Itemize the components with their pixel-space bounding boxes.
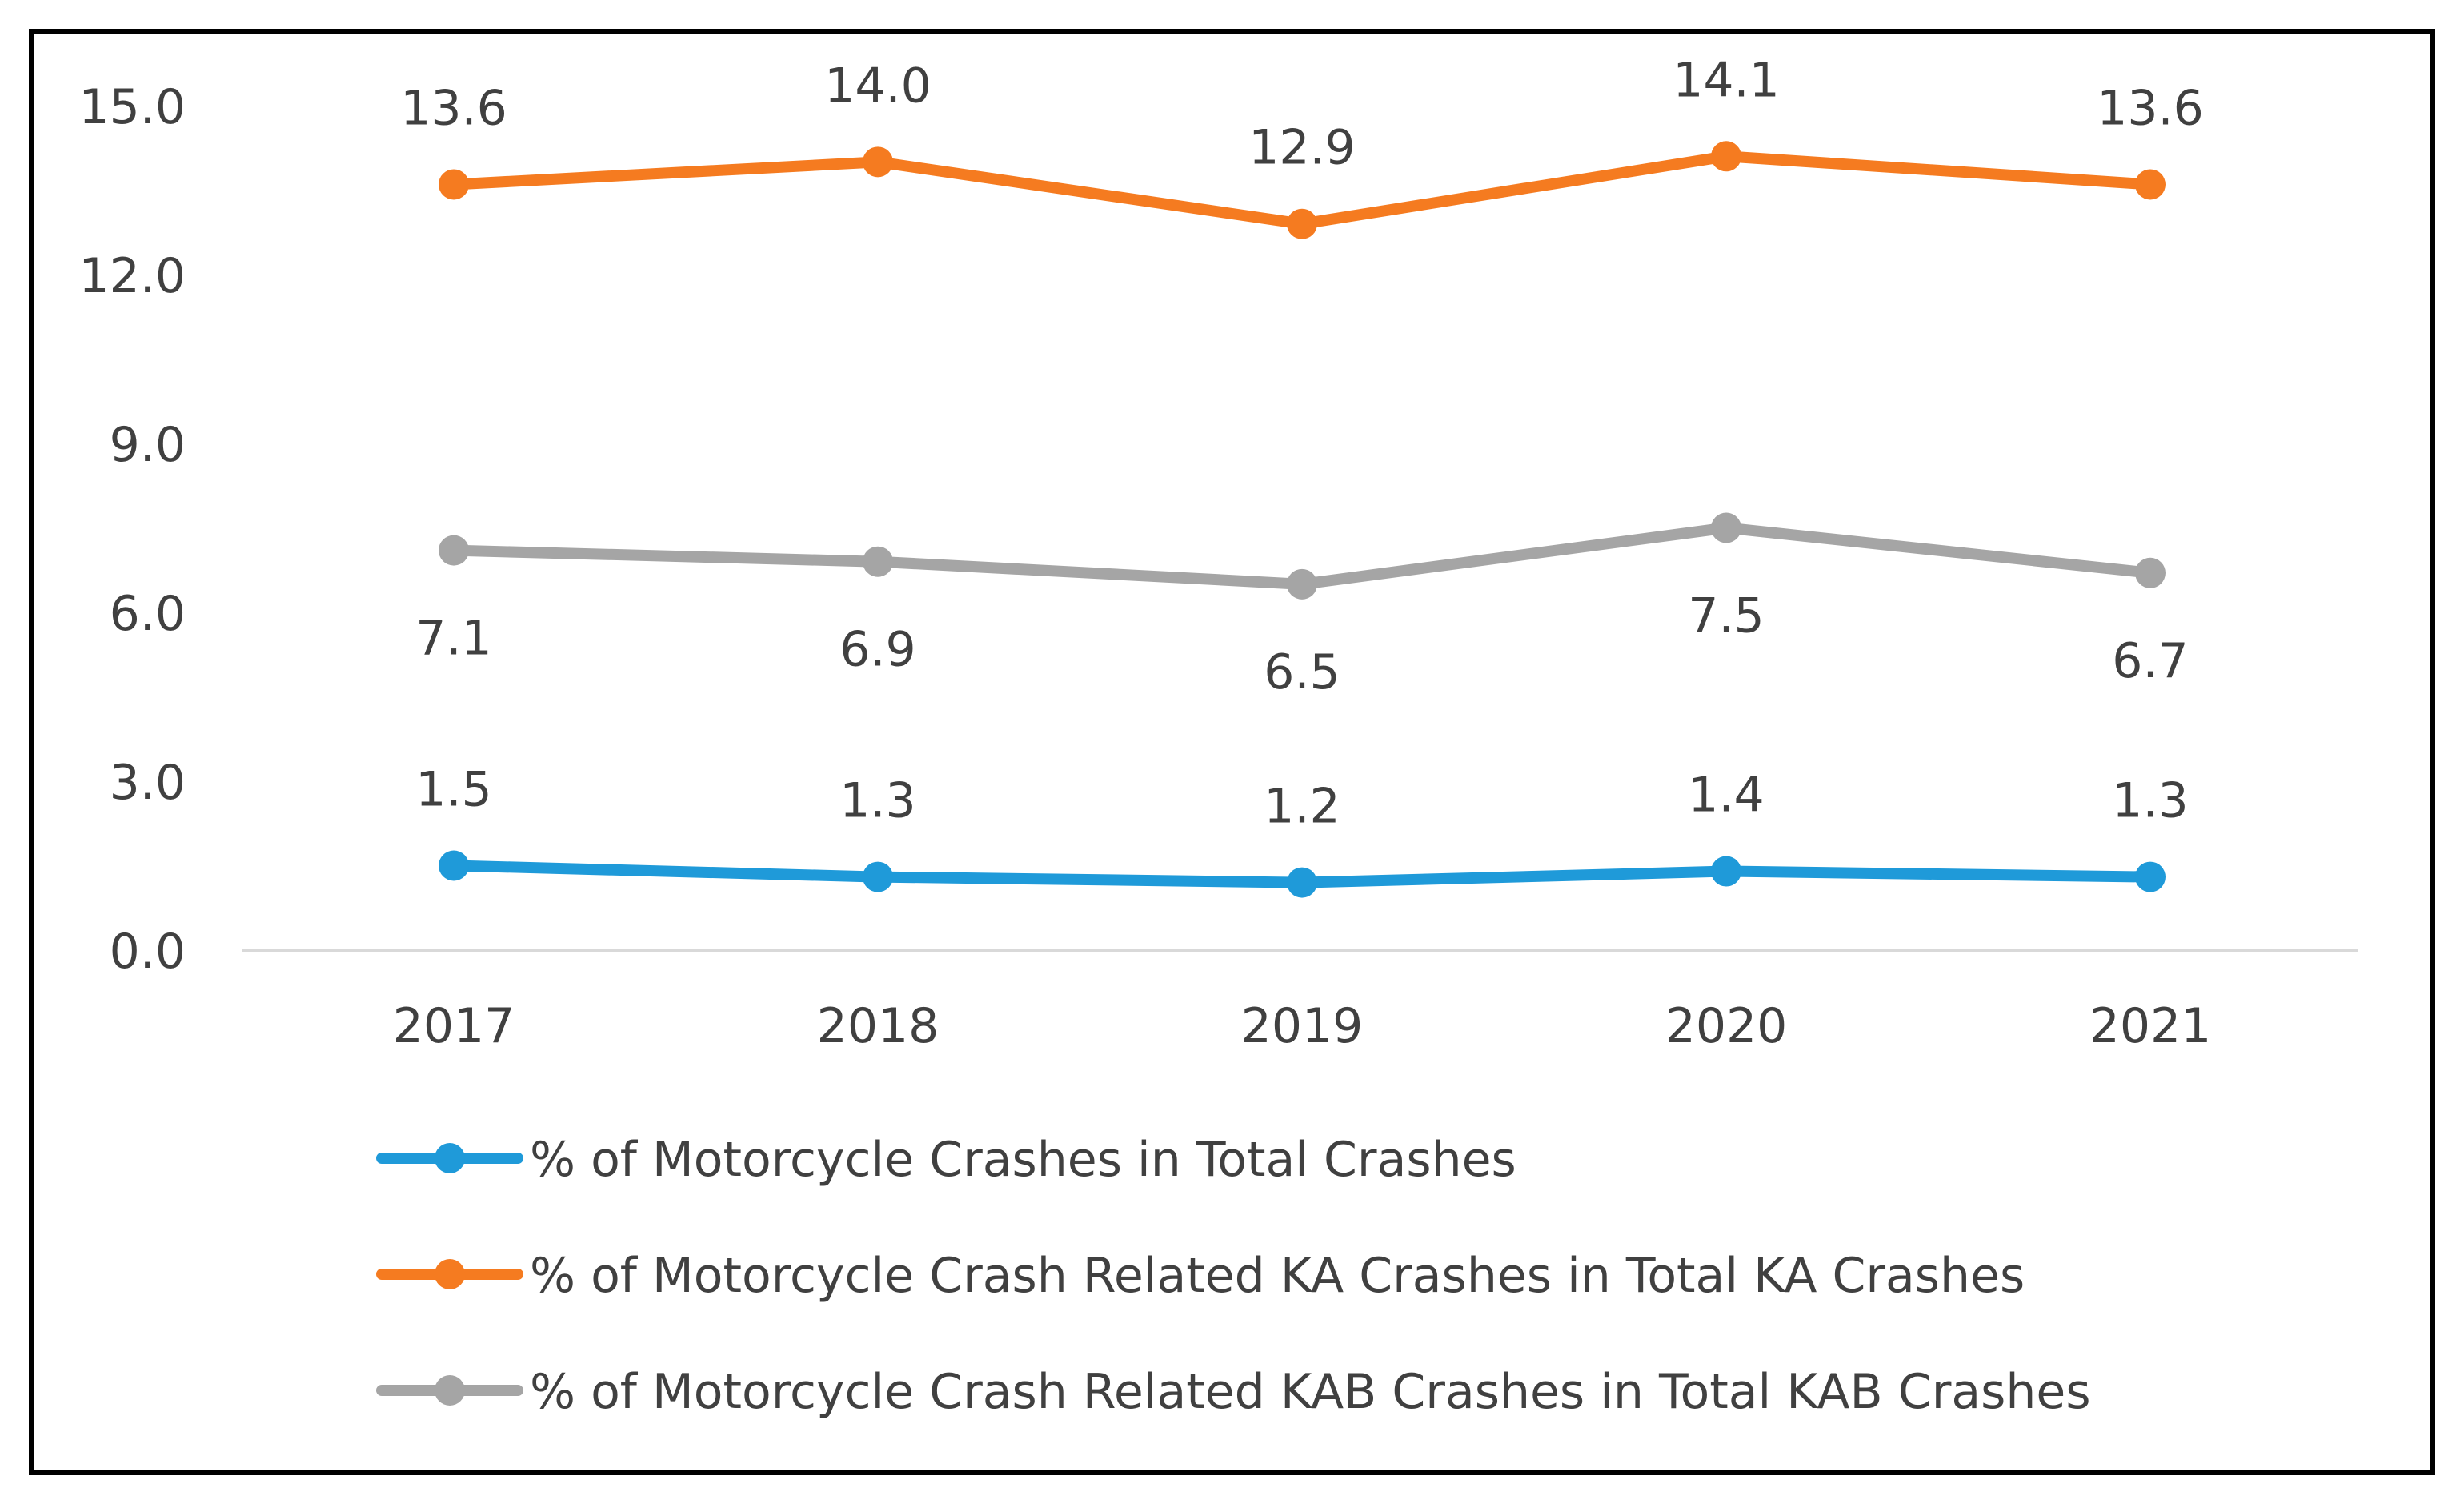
legend-label: % of Motorcycle Crash Related KA Crashes… bbox=[530, 1248, 2025, 1304]
data-label: 12.9 bbox=[1248, 120, 1356, 176]
y-tick-label: 9.0 bbox=[110, 417, 186, 473]
legend-label: % of Motorcycle Crash Related KAB Crashe… bbox=[530, 1364, 2091, 1420]
data-label: 7.1 bbox=[415, 611, 491, 667]
x-tick-label: 2021 bbox=[2089, 998, 2212, 1054]
y-axis-tick-labels: 0.0 3.0 6.0 9.0 12.0 15.0 bbox=[78, 79, 186, 980]
data-label: 14.0 bbox=[824, 58, 932, 114]
legend-swatch-marker bbox=[435, 1259, 465, 1289]
data-point bbox=[439, 850, 469, 881]
data-label: 1.5 bbox=[415, 762, 491, 818]
chart-frame: 0.0 3.0 6.0 9.0 12.0 15.0 2017 2018 2019 2020 202… bbox=[29, 29, 2435, 1475]
data-point bbox=[1711, 141, 1741, 172]
legend-swatch-marker bbox=[435, 1375, 465, 1406]
data-label: 13.6 bbox=[400, 80, 507, 136]
data-point bbox=[2135, 169, 2166, 200]
x-tick-label: 2020 bbox=[1665, 998, 1788, 1054]
data-labels: 1.5 1.3 1.2 1.4 1.3 13.6 14.0 12.9 14.1 13.6 7.1 6.… bbox=[400, 52, 2204, 834]
data-point bbox=[439, 169, 469, 200]
data-label: 14.1 bbox=[1673, 52, 1780, 108]
data-label: 1.4 bbox=[1688, 768, 1764, 824]
series-lines bbox=[439, 141, 2166, 898]
x-tick-label: 2019 bbox=[1241, 998, 1364, 1054]
data-label: 6.9 bbox=[839, 622, 915, 678]
line-chart: 0.0 3.0 6.0 9.0 12.0 15.0 2017 2018 2019 2020 202… bbox=[78, 52, 2358, 1420]
data-label: 1.3 bbox=[2112, 773, 2188, 829]
data-point bbox=[1287, 568, 1317, 600]
data-point bbox=[2135, 861, 2166, 892]
x-axis-tick-labels: 2017 2018 2019 2020 2021 bbox=[393, 998, 2212, 1054]
data-point bbox=[863, 546, 893, 577]
data-label: 13.6 bbox=[2097, 80, 2204, 136]
data-point bbox=[1711, 856, 1741, 887]
data-label: 6.5 bbox=[1264, 644, 1340, 700]
data-point bbox=[1287, 208, 1317, 239]
data-point bbox=[863, 146, 893, 178]
data-point bbox=[2135, 557, 2166, 588]
legend-swatch-marker bbox=[435, 1143, 465, 1173]
legend-label: % of Motorcycle Crashes in Total Crashes bbox=[530, 1132, 1516, 1188]
data-label: 6.7 bbox=[2112, 633, 2188, 689]
x-tick-label: 2018 bbox=[817, 998, 940, 1054]
data-label: 7.5 bbox=[1688, 588, 1764, 644]
y-tick-label: 3.0 bbox=[110, 755, 186, 811]
y-tick-label: 6.0 bbox=[110, 586, 186, 642]
x-tick-label: 2017 bbox=[393, 998, 515, 1054]
y-tick-label: 0.0 bbox=[110, 924, 186, 980]
data-label: 1.3 bbox=[839, 773, 915, 829]
data-point bbox=[1287, 867, 1317, 898]
data-label: 1.2 bbox=[1264, 779, 1340, 835]
y-tick-label: 15.0 bbox=[78, 79, 186, 135]
data-point bbox=[863, 861, 893, 892]
data-point bbox=[439, 535, 469, 566]
data-point bbox=[1711, 512, 1741, 543]
y-tick-label: 12.0 bbox=[78, 248, 186, 304]
legend: % of Motorcycle Crashes in Total Crashes… bbox=[376, 1132, 2091, 1420]
